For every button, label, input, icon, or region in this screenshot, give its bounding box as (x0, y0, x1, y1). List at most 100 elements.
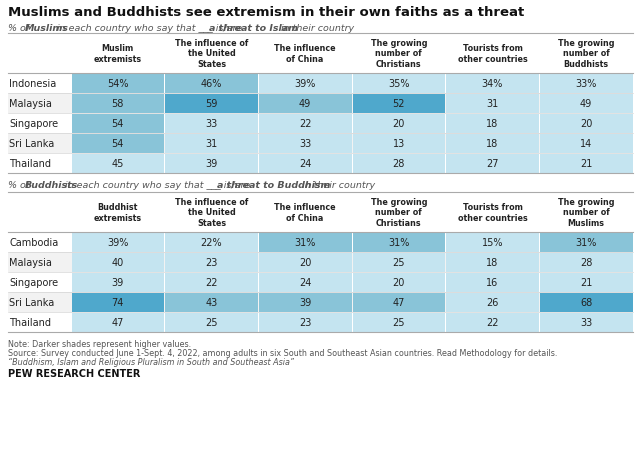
Text: 31%: 31% (388, 237, 410, 247)
Bar (540, 134, 632, 154)
Text: 39%: 39% (107, 237, 129, 247)
Bar (259, 154, 351, 174)
Text: % of: % of (8, 180, 32, 190)
Text: 13: 13 (393, 139, 405, 149)
Bar (353, 273, 445, 292)
Bar (259, 94, 351, 114)
Bar (540, 114, 632, 134)
Bar (259, 293, 351, 312)
Text: Tourists from
other countries: Tourists from other countries (458, 44, 527, 63)
Bar (353, 233, 445, 252)
Text: Buddhists: Buddhists (25, 180, 78, 190)
Text: Tourists from
other countries: Tourists from other countries (458, 203, 527, 222)
Text: Note: Darker shades represent higher values.: Note: Darker shades represent higher val… (8, 339, 191, 348)
Text: 27: 27 (486, 159, 499, 168)
Bar (8, 114, 633, 134)
Text: 39%: 39% (294, 79, 316, 89)
Text: in each country who say that ___ is/are: in each country who say that ___ is/are (62, 180, 253, 190)
Bar (165, 253, 258, 272)
Bar (72, 134, 164, 154)
Text: Malaysia: Malaysia (9, 99, 52, 109)
Bar (72, 94, 164, 114)
Text: 22%: 22% (201, 237, 222, 247)
Text: % of: % of (8, 24, 32, 33)
Text: 16: 16 (486, 277, 499, 287)
Bar (8, 74, 633, 94)
Bar (8, 272, 633, 292)
Text: 45: 45 (111, 159, 124, 168)
Text: 47: 47 (393, 297, 405, 308)
Text: 33: 33 (205, 119, 218, 129)
Text: a threat to Buddhism: a threat to Buddhism (217, 180, 330, 190)
Bar (72, 313, 164, 332)
Bar (540, 313, 632, 332)
Text: 40: 40 (112, 257, 124, 268)
Bar (353, 94, 445, 114)
Bar (259, 134, 351, 154)
Bar (353, 74, 445, 94)
Bar (446, 114, 539, 134)
Bar (540, 293, 632, 312)
Bar (446, 313, 539, 332)
Bar (72, 293, 164, 312)
Text: 20: 20 (393, 277, 405, 287)
Text: The influence of
the United
States: The influence of the United States (175, 198, 248, 227)
Text: 20: 20 (393, 119, 405, 129)
Text: 28: 28 (393, 159, 405, 168)
Bar (446, 273, 539, 292)
Text: in their country: in their country (278, 24, 355, 33)
Text: 18: 18 (486, 257, 499, 268)
Text: 21: 21 (580, 277, 593, 287)
Text: 33: 33 (299, 139, 311, 149)
Text: The growing
number of
Buddhists: The growing number of Buddhists (558, 39, 614, 69)
Text: 74: 74 (111, 297, 124, 308)
Text: 18: 18 (486, 119, 499, 129)
Text: The growing
number of
Christians: The growing number of Christians (371, 39, 427, 69)
Bar (165, 313, 258, 332)
Bar (165, 134, 258, 154)
Bar (540, 253, 632, 272)
Bar (540, 273, 632, 292)
Bar (8, 154, 633, 174)
Text: The growing
number of
Muslims: The growing number of Muslims (558, 198, 614, 227)
Text: Muslim
extremists: Muslim extremists (94, 44, 142, 63)
Text: 21: 21 (580, 159, 593, 168)
Bar (72, 114, 164, 134)
Text: 46%: 46% (201, 79, 222, 89)
Bar (72, 154, 164, 174)
Bar (72, 273, 164, 292)
Bar (165, 154, 258, 174)
Text: 59: 59 (205, 99, 218, 109)
Text: The influence
of China: The influence of China (275, 44, 336, 63)
Text: 20: 20 (580, 119, 593, 129)
Bar (8, 94, 633, 114)
Text: 58: 58 (111, 99, 124, 109)
Text: 31: 31 (486, 99, 499, 109)
Text: 31%: 31% (294, 237, 316, 247)
Bar (540, 74, 632, 94)
Bar (353, 293, 445, 312)
Text: 31: 31 (205, 139, 218, 149)
Text: 49: 49 (299, 99, 311, 109)
Bar (446, 134, 539, 154)
Text: Indonesia: Indonesia (9, 79, 56, 89)
Bar (446, 233, 539, 252)
Text: 28: 28 (580, 257, 593, 268)
Bar (353, 313, 445, 332)
Bar (8, 134, 633, 154)
Text: 54: 54 (111, 119, 124, 129)
Bar (353, 253, 445, 272)
Bar (8, 292, 633, 312)
Bar (540, 154, 632, 174)
Text: 39: 39 (205, 159, 218, 168)
Bar (446, 293, 539, 312)
Text: 49: 49 (580, 99, 592, 109)
Bar (353, 134, 445, 154)
Text: 23: 23 (205, 257, 218, 268)
Bar (259, 273, 351, 292)
Text: 33%: 33% (575, 79, 597, 89)
Text: 68: 68 (580, 297, 592, 308)
Text: 18: 18 (486, 139, 499, 149)
Text: 24: 24 (299, 159, 311, 168)
Bar (446, 74, 539, 94)
